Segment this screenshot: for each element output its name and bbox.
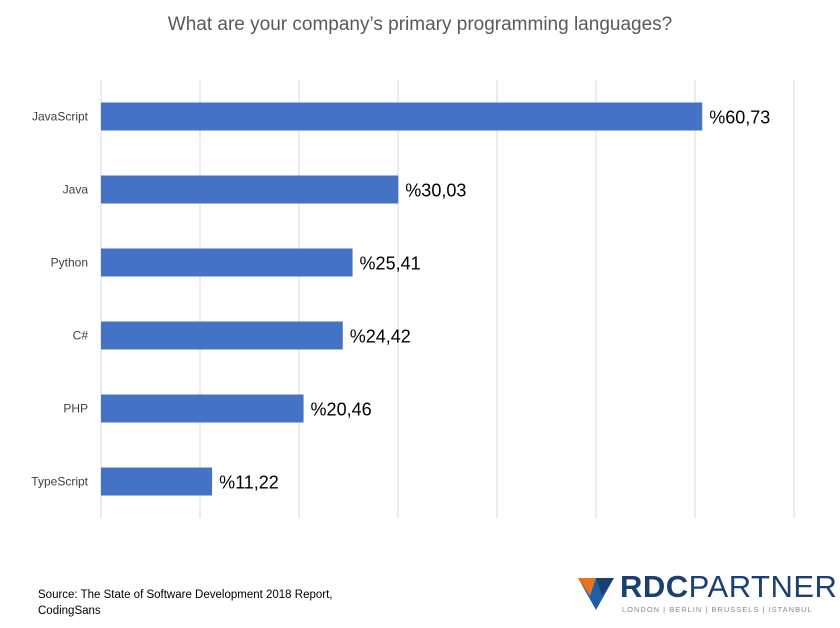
- chart-title: What are your company’s primary programm…: [167, 14, 673, 35]
- data-label: %30,03: [405, 181, 466, 201]
- data-label: %11,22: [219, 473, 279, 493]
- source-note: Source: The State of Software Developmen…: [38, 587, 358, 619]
- bar-typescript: [101, 467, 213, 496]
- category-label: PHP: [63, 402, 88, 416]
- bar-java: [101, 175, 399, 204]
- logo-brand-regular: PARTNER: [688, 569, 838, 604]
- category-label: Java: [63, 183, 89, 197]
- data-label: %20,46: [311, 400, 372, 420]
- gridlines: [100, 80, 795, 518]
- category-label: JavaScript: [32, 110, 89, 124]
- bars: [101, 102, 703, 496]
- data-label: %25,41: [360, 254, 421, 274]
- bar-c-: [101, 321, 343, 350]
- category-label: Python: [51, 256, 88, 270]
- bar-php: [101, 394, 304, 423]
- logo-tagline: LONDON | BERLIN | BRUSSELS | ISTANBUL: [622, 605, 813, 614]
- data-label: %60,73: [709, 108, 770, 128]
- logo-wordmark: RDCPARTNER: [620, 570, 837, 604]
- data-labels: %60,73 %30,03 %25,41 %24,42 %20,46 %11,22: [219, 108, 770, 493]
- logo-brand-bold: RDC: [620, 569, 689, 604]
- bar-javascript: [101, 102, 703, 131]
- source-line-2: CodingSans: [38, 605, 101, 617]
- bar-python: [101, 248, 353, 277]
- category-labels: JavaScript Java Python C# PHP TypeScript: [31, 110, 88, 489]
- category-label: C#: [73, 329, 89, 343]
- source-line-1: Source: The State of Software Developmen…: [38, 589, 333, 601]
- data-label: %24,42: [350, 327, 411, 347]
- rdc-partner-logo: RDCPARTNER LONDON | BERLIN | BRUSSELS | …: [576, 568, 837, 618]
- logo-mark-icon: [578, 578, 614, 610]
- category-label: TypeScript: [31, 475, 88, 489]
